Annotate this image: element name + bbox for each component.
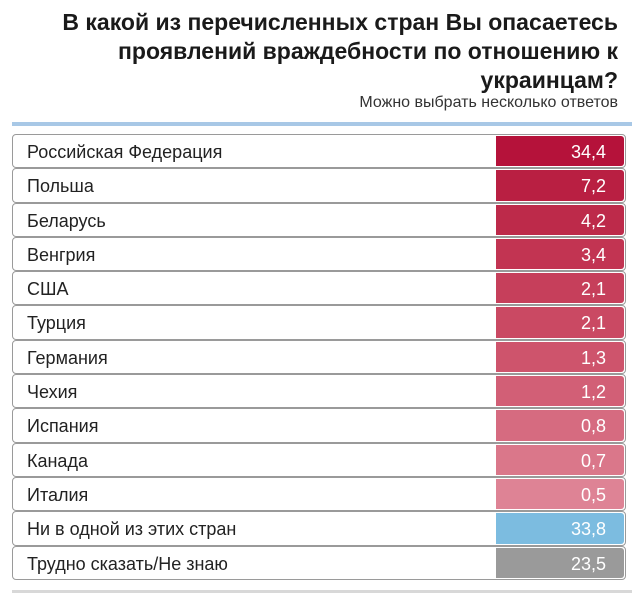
row-label: Беларусь [27,210,106,231]
row-value: 7,2 [496,170,624,201]
row-value: 2,1 [496,307,624,338]
chart-title: В какой из перечисленных стран Вы опасае… [62,9,618,93]
row-cell: Чехия 1,2 [12,374,626,409]
row-value: 23,5 [496,547,624,578]
row-label: Испания [27,416,99,437]
row-cell: Беларусь 4,2 [12,202,626,237]
row-label: Российская Федерация [27,142,223,162]
row-label: Трудно сказать/Не знаю [27,553,228,574]
row-label: Ни в одной из этих стран [27,519,237,540]
row-cell: Испания 0,8 [12,408,626,443]
chart-subtitle: Можно выбрать несколько ответов [359,94,618,111]
row-cell: Германия 1,3 [12,339,626,375]
row-cell: Российская Федерация 34,4 [12,134,626,169]
table-row: Венгрия 3,4 [12,236,626,272]
row-cell: Ни в одной из этих стран 33,8 [12,511,626,546]
row-label: Германия [27,347,108,368]
row-label: Венгрия [27,244,96,265]
row-label: Польша [27,176,94,197]
table-row: Трудно сказать/Не знаю 23,5 [12,545,626,580]
row-cell: США 2,1 [12,271,626,306]
table-row: США 2,1 [12,271,626,306]
row-value: 0,8 [496,410,624,441]
row-cell: Канада 0,7 [12,442,626,477]
row-cell: Италия 0,5 [12,476,626,512]
row-value: 2,1 [496,273,624,304]
row-label: Канада [27,450,88,471]
row-value: 0,5 [496,478,624,510]
row-value: 33,8 [496,513,624,544]
row-value: 4,2 [496,204,624,235]
row-value: 3,4 [496,238,624,270]
row-label: Чехия [27,382,78,403]
table-row: Канада 0,7 [12,442,626,477]
table-row: Испания 0,8 [12,408,626,443]
results-table: Российская Федерация 34,4 Польша 7,2 Беларус… [12,134,626,580]
table-row: Италия 0,5 [12,476,626,512]
row-cell: Трудно сказать/Не знаю 23,5 [12,545,626,580]
row-value: 34,4 [496,136,624,167]
row-value: 1,2 [496,376,624,407]
table-row: Российская Федерация 34,4 [12,134,626,169]
row-cell: Турция 2,1 [12,305,626,340]
row-cell: Польша 7,2 [12,168,626,203]
table-row: Чехия 1,2 [12,374,626,409]
row-label: США [27,279,69,300]
row-value: 1,3 [496,341,624,373]
row-cell: Венгрия 3,4 [12,236,626,272]
table-row: Ни в одной из этих стран 33,8 [12,511,626,546]
table-row: Беларусь 4,2 [12,202,626,237]
table-row: Турция 2,1 [12,305,626,340]
table-row: Германия 1,3 [12,339,626,375]
header-divider [12,122,632,126]
row-label: Турция [27,313,86,334]
table-bottom-divider [12,590,632,593]
row-value: 0,7 [496,444,624,475]
row-label: Италия [27,484,89,505]
table-row: Польша 7,2 [12,168,626,203]
